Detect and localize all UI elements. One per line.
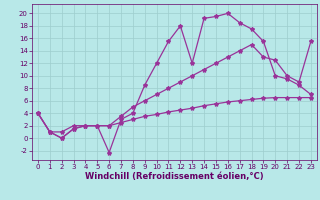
X-axis label: Windchill (Refroidissement éolien,°C): Windchill (Refroidissement éolien,°C): [85, 172, 264, 181]
